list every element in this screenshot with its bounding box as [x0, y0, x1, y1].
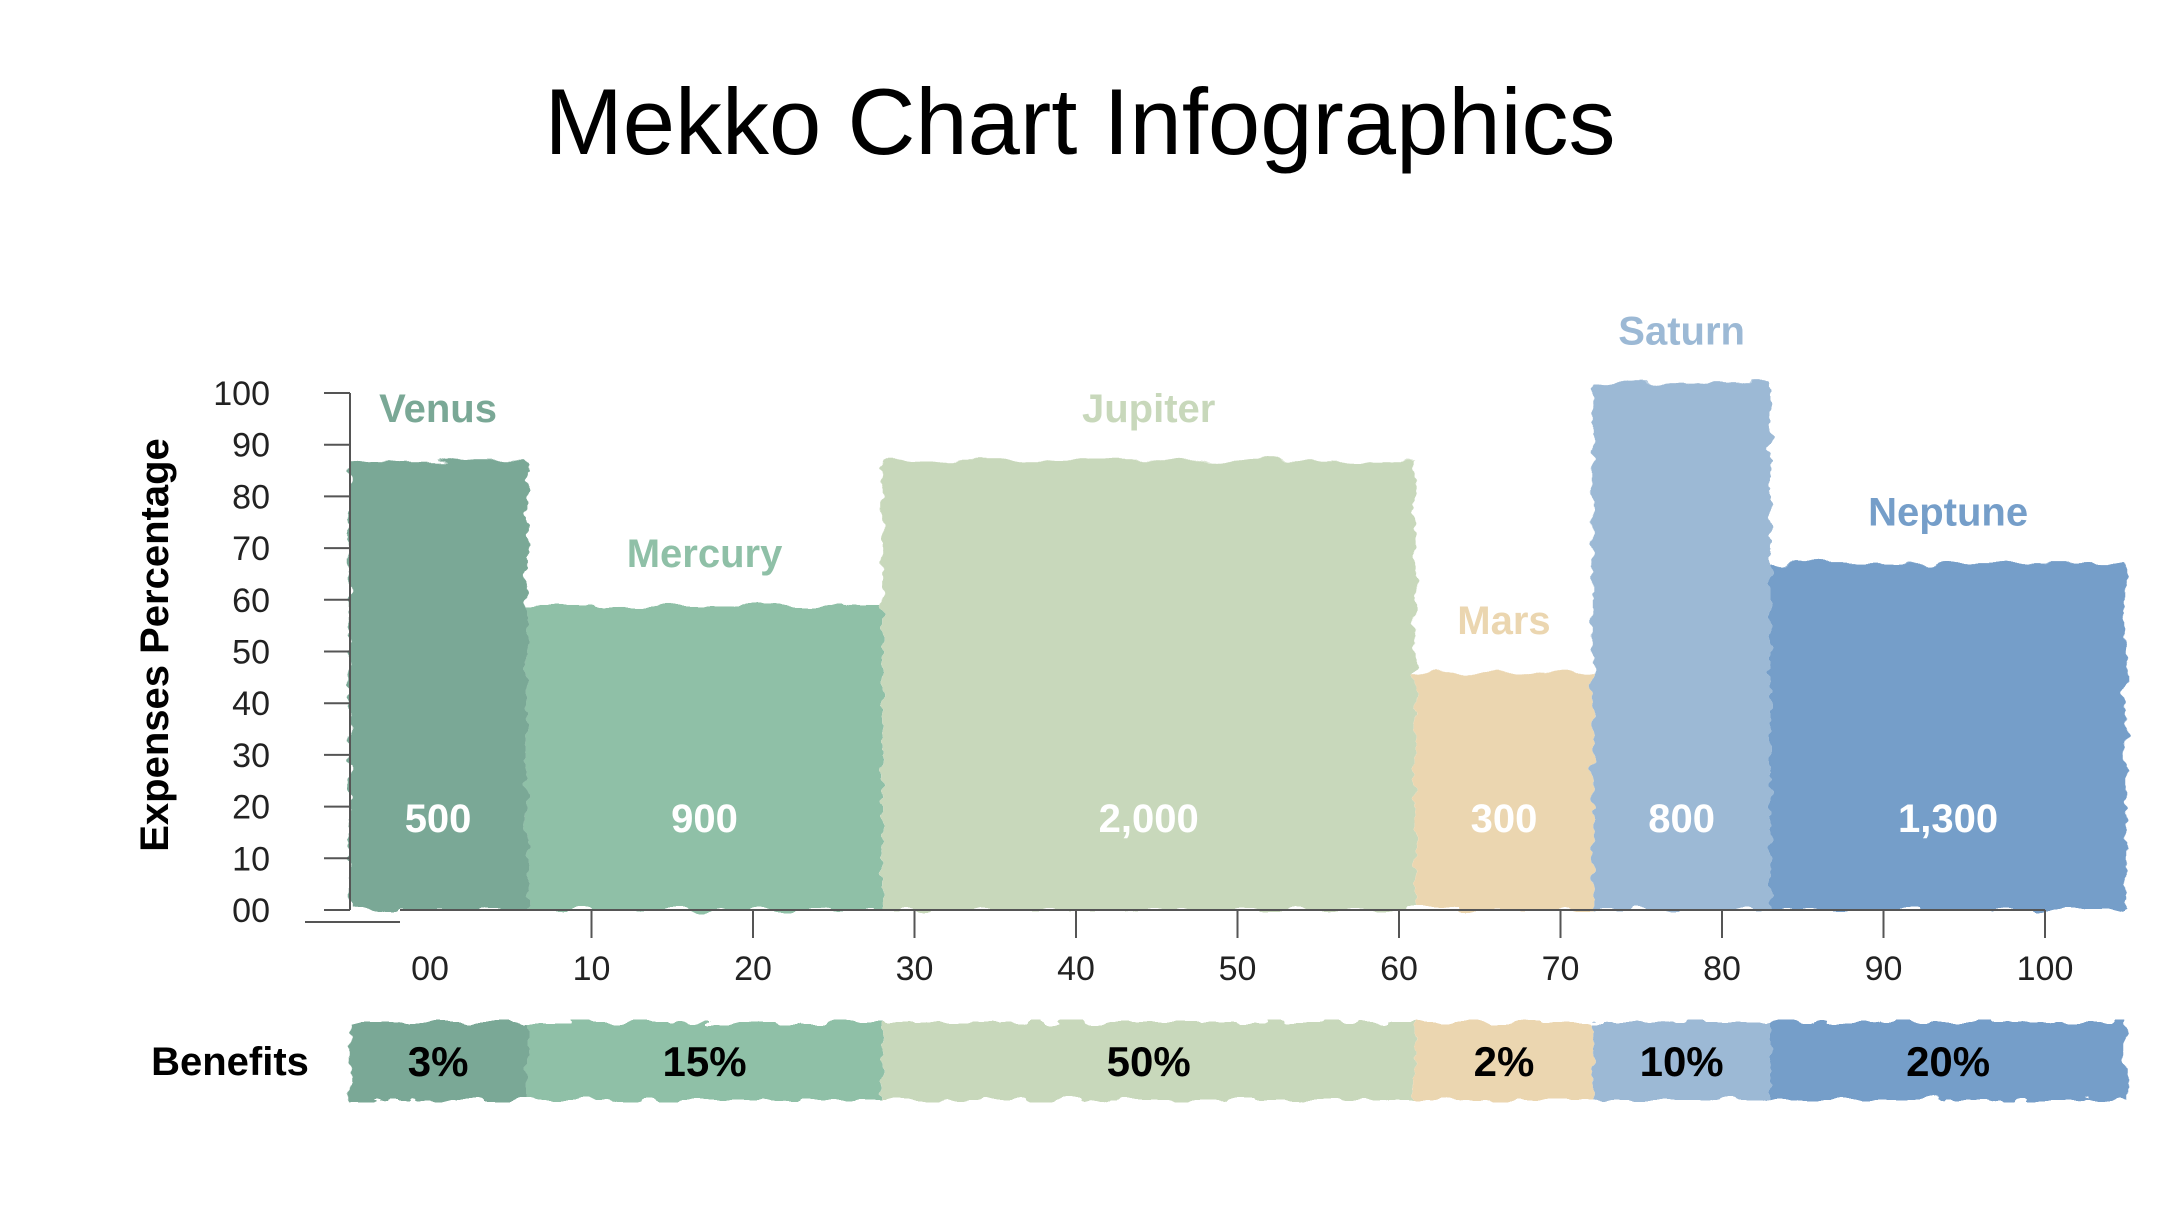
- bar-value-label: 800: [1648, 797, 1715, 841]
- bar-value-label: 1,300: [1898, 797, 1998, 841]
- y-tick-label: 40: [232, 685, 270, 723]
- bar-name-label: Saturn: [1618, 310, 1745, 354]
- axes-group: 00 10 20 30 40 50 60 70 80 90 100 00 10 20 30 40 50 60 70 8…: [213, 375, 2073, 988]
- benefit-value-label: 50%: [1107, 1038, 1191, 1085]
- bar-venus: [349, 460, 527, 910]
- benefit-bar-mars: [1415, 1022, 1593, 1100]
- bar-name-label: Mars: [1457, 599, 1550, 643]
- benefit-value-label: 2%: [1474, 1038, 1535, 1085]
- bar-value-label: 2,000: [1099, 797, 1199, 841]
- bar-name-label: Venus: [379, 387, 497, 431]
- bar-mars: [1415, 672, 1593, 910]
- x-tick-label: 10: [573, 950, 611, 988]
- y-tick-label: 100: [213, 375, 270, 413]
- benefit-value-label: 20%: [1906, 1038, 1990, 1085]
- benefit-value-label: 3%: [408, 1038, 469, 1085]
- benefit-bar-saturn: [1592, 1022, 1771, 1100]
- labels-group: Venus 500 3% Mercury 900 15% Jupiter 2,000 50% Ma…: [379, 310, 2028, 1085]
- benefits-label: Benefits: [151, 1040, 309, 1084]
- y-tick-label: 10: [232, 840, 270, 878]
- y-tick-label: 50: [232, 634, 270, 672]
- benefit-bar-mercury: [526, 1022, 883, 1100]
- y-tick-label: 70: [232, 530, 270, 568]
- y-tick-label: 00: [232, 892, 270, 930]
- x-tick-label: 20: [734, 950, 772, 988]
- bar-jupiter: [882, 460, 1416, 910]
- x-tick-label: 40: [1057, 950, 1095, 988]
- x-tick-label: 30: [896, 950, 934, 988]
- chart-title: Mekko Chart Infographics: [544, 69, 1616, 174]
- x-tick-label: 90: [1865, 950, 1903, 988]
- benefit-value-label: 10%: [1640, 1038, 1724, 1085]
- bar-name-label: Mercury: [627, 532, 783, 576]
- bar-saturn: [1592, 382, 1771, 910]
- benefit-bars-group: [349, 1022, 2126, 1100]
- bar-name-label: Jupiter: [1082, 387, 1215, 431]
- x-tick-label: 50: [1219, 950, 1257, 988]
- y-tick-label: 20: [232, 789, 270, 827]
- bar-neptune: [1770, 563, 2126, 910]
- y-axis-label: Expenses Percentage: [133, 438, 177, 852]
- benefit-value-label: 15%: [663, 1038, 747, 1085]
- benefit-bar-venus: [349, 1022, 527, 1100]
- x-tick-label: 100: [2017, 950, 2074, 988]
- x-tick-label: 80: [1703, 950, 1741, 988]
- bar-name-label: Neptune: [1868, 491, 2028, 535]
- x-tick-label: 00: [411, 950, 449, 988]
- bar-mercury: [526, 604, 883, 910]
- x-tick-label: 60: [1380, 950, 1418, 988]
- y-tick-label: 60: [232, 582, 270, 620]
- y-tick-label: 80: [232, 478, 270, 516]
- y-tick-label: 90: [232, 427, 270, 465]
- x-tick-label: 70: [1542, 950, 1580, 988]
- bar-value-label: 900: [671, 797, 738, 841]
- y-tick-label: 30: [232, 737, 270, 775]
- benefit-bar-jupiter: [882, 1022, 1416, 1100]
- bar-value-label: 500: [405, 797, 472, 841]
- benefit-bar-neptune: [1770, 1022, 2126, 1100]
- bar-value-label: 300: [1471, 797, 1538, 841]
- bars-group: [349, 382, 2126, 910]
